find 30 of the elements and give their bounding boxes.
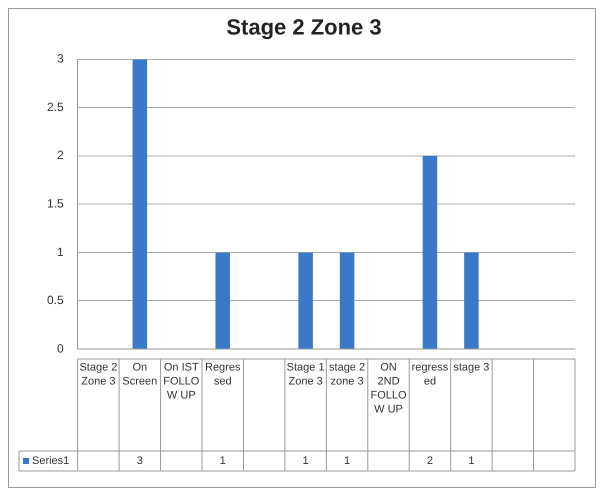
x-tick-label: stage 3 xyxy=(453,362,490,374)
x-tick-label: On IST FOLLOW UP xyxy=(163,362,200,402)
y-tick-label: 0.5 xyxy=(46,293,64,308)
data-label: 1 xyxy=(344,455,350,468)
legend-label: Series1 xyxy=(32,455,70,468)
x-tick-label: regressed xyxy=(412,362,449,388)
data-label: 1 xyxy=(220,455,226,468)
data-label: 1 xyxy=(302,455,309,468)
x-tick-label: Stage 2 Zone 3 xyxy=(79,362,118,388)
bar xyxy=(464,252,479,348)
bar xyxy=(340,252,354,348)
x-tick-label: On Screen xyxy=(122,362,158,388)
bar xyxy=(298,252,313,348)
x-tick-label: ON 2ND FOLLOW UP xyxy=(370,362,407,416)
y-tick-label: 2.5 xyxy=(46,100,64,114)
data-label: 3 xyxy=(136,455,143,468)
y-tick-label: 2 xyxy=(56,148,64,162)
data-label: 1 xyxy=(468,455,474,468)
x-tick-label: Regressed xyxy=(205,362,241,388)
x-tick-label: Stage 1 Zone 3 xyxy=(286,362,325,388)
bar xyxy=(215,252,230,348)
x-tick-label: stage 2 zone 3 xyxy=(329,362,366,388)
chart-title: Stage 2 Zone 3 xyxy=(226,14,382,40)
y-tick-label: 3 xyxy=(56,52,64,66)
data-label: 2 xyxy=(426,455,434,468)
y-tick-label: 0 xyxy=(56,341,64,356)
y-tick-label: 1 xyxy=(56,244,64,259)
bar xyxy=(422,156,438,348)
bar xyxy=(132,59,148,348)
y-tick-label: 1.5 xyxy=(46,196,64,211)
